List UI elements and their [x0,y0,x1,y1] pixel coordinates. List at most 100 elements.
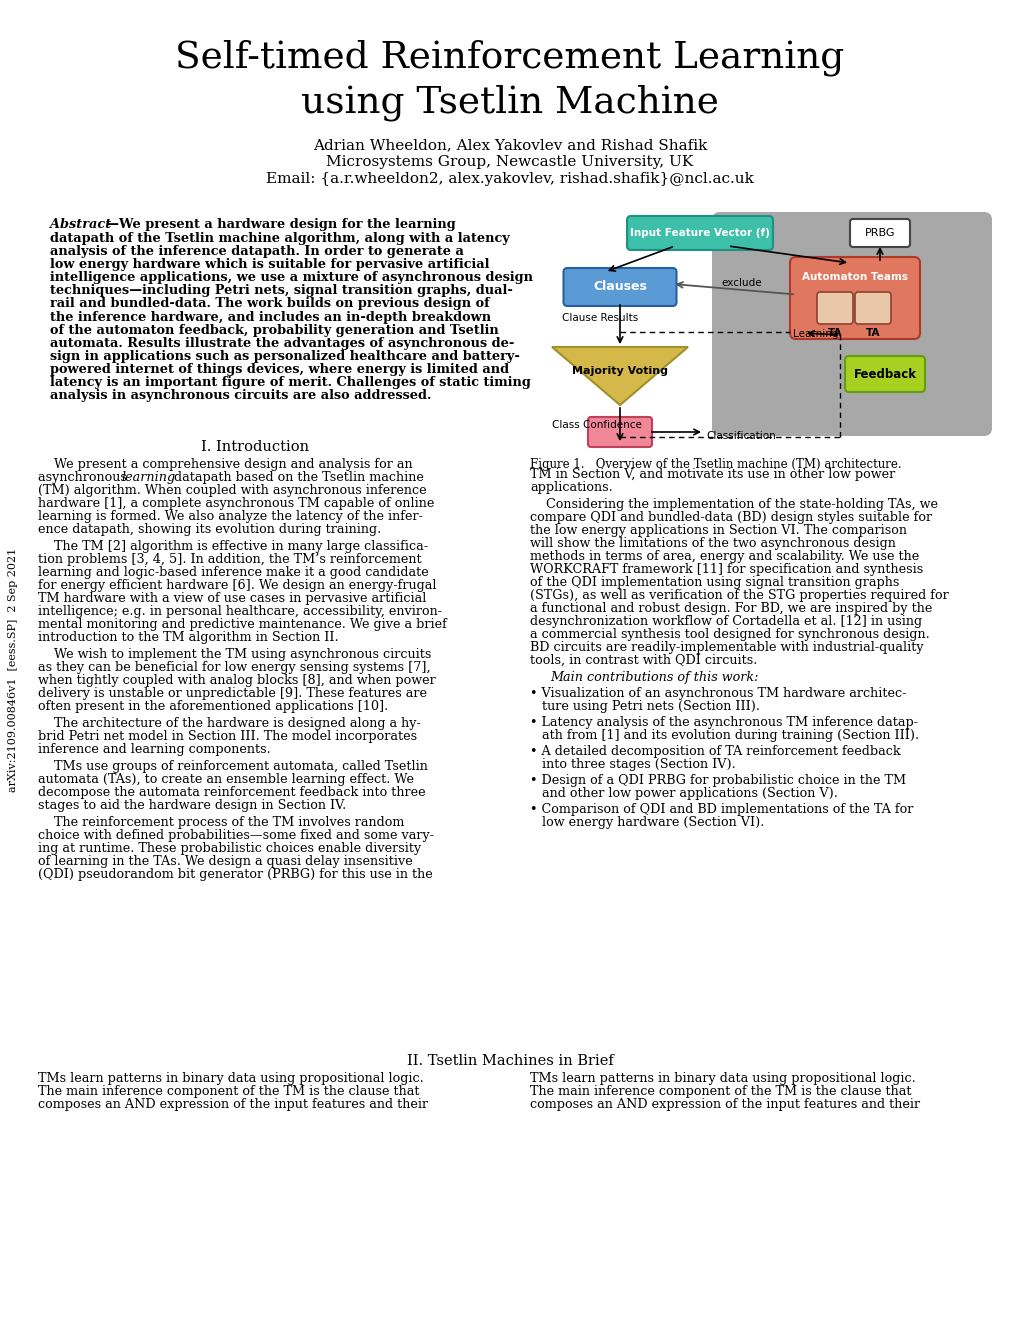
Text: often present in the aforementioned applications [10].: often present in the aforementioned appl… [38,700,388,713]
Text: I. Introduction: I. Introduction [201,440,309,454]
FancyBboxPatch shape [816,292,852,323]
Text: as they can be beneficial for low energy sensing systems [7],: as they can be beneficial for low energy… [38,661,430,675]
Text: TMs learn patterns in binary data using propositional logic.: TMs learn patterns in binary data using … [38,1072,423,1085]
Text: learning and logic-based inference make it a good candidate: learning and logic-based inference make … [38,566,428,579]
Text: methods in terms of area, energy and scalability. We use the: methods in terms of area, energy and sca… [530,550,918,564]
Text: datapath of the Tsetlin machine algorithm, along with a latency: datapath of the Tsetlin machine algorith… [50,232,510,246]
Text: Email: {a.r.wheeldon2, alex.yakovlev, rishad.shafik}@ncl.ac.uk: Email: {a.r.wheeldon2, alex.yakovlev, ri… [266,172,753,186]
Text: TM hardware with a view of use cases in pervasive artificial: TM hardware with a view of use cases in … [38,591,426,605]
Text: TMs learn patterns in binary data using propositional logic.: TMs learn patterns in binary data using … [530,1072,915,1085]
Text: decompose the automata reinforcement feedback into three: decompose the automata reinforcement fee… [38,785,425,799]
FancyBboxPatch shape [587,417,651,447]
Text: datapath based on the Tsetlin machine: datapath based on the Tsetlin machine [170,471,424,484]
Text: PRBG: PRBG [864,228,895,238]
Text: • Comparison of QDI and BD implementations of the TA for: • Comparison of QDI and BD implementatio… [530,803,912,816]
Text: learning is formed. We also analyze the latency of the infer-: learning is formed. We also analyze the … [38,510,423,523]
Text: the low energy applications in Section VI. The comparison: the low energy applications in Section V… [530,524,906,537]
Text: Microsystems Group, Newcastle University, UK: Microsystems Group, Newcastle University… [326,154,693,169]
Text: desynchronization workflow of Cortadella et al. [12] in using: desynchronization workflow of Cortadella… [530,615,921,628]
Text: tion problems [3, 4, 5]. In addition, the TM’s reinforcement: tion problems [3, 4, 5]. In addition, th… [38,553,421,566]
FancyBboxPatch shape [711,213,991,436]
Text: inference and learning components.: inference and learning components. [38,743,270,756]
Text: Automaton Teams: Automaton Teams [801,272,907,282]
Text: Clause Results: Clause Results [561,313,638,323]
Text: rail and bundled-data. The work builds on previous design of: rail and bundled-data. The work builds o… [50,297,489,310]
Text: The TM [2] algorithm is effective in many large classifica-: The TM [2] algorithm is effective in man… [38,540,428,553]
Text: sign in applications such as personalized healthcare and battery-: sign in applications such as personalize… [50,350,520,363]
FancyBboxPatch shape [562,268,676,306]
Text: intelligence; e.g. in personal healthcare, accessibility, environ-: intelligence; e.g. in personal healthcar… [38,605,441,618]
FancyBboxPatch shape [844,356,924,392]
Text: The main inference component of the TM is the clause that: The main inference component of the TM i… [38,1085,419,1098]
Text: Figure 1.   Overview of the Tsetlin machine (TM) architecture.: Figure 1. Overview of the Tsetlin machin… [530,458,901,471]
Text: will show the limitations of the two asynchronous design: will show the limitations of the two asy… [530,537,895,550]
Text: when tightly coupled with analog blocks [8], and when power: when tightly coupled with analog blocks … [38,675,435,686]
Text: of the automaton feedback, probability generation and Tsetlin: of the automaton feedback, probability g… [50,323,498,337]
FancyBboxPatch shape [849,219,909,247]
Text: • Latency analysis of the asynchronous TM inference datap-: • Latency analysis of the asynchronous T… [530,715,917,729]
Text: BD circuits are readily-implementable with industrial-quality: BD circuits are readily-implementable wi… [530,642,923,653]
Text: —We present a hardware design for the learning: —We present a hardware design for the le… [106,218,455,231]
Text: and other low power applications (Section V).: and other low power applications (Sectio… [530,787,837,800]
Text: asynchronous: asynchronous [38,471,130,484]
Text: Self-timed Reinforcement Learning: Self-timed Reinforcement Learning [175,40,844,77]
Text: applications.: applications. [530,480,612,494]
Text: low energy hardware which is suitable for pervasive artificial: low energy hardware which is suitable fo… [50,259,489,271]
FancyBboxPatch shape [627,216,772,249]
Text: Class Confidence: Class Confidence [551,420,641,430]
Text: Learning: Learning [792,329,838,339]
Text: The architecture of the hardware is designed along a hy-: The architecture of the hardware is desi… [38,717,421,730]
Text: for energy efficient hardware [6]. We design an energy-frugal: for energy efficient hardware [6]. We de… [38,579,436,591]
Text: composes an AND expression of the input features and their: composes an AND expression of the input … [530,1098,919,1111]
Text: Clauses: Clauses [592,281,646,293]
Text: II. Tsetlin Machines in Brief: II. Tsetlin Machines in Brief [407,1053,612,1068]
Text: automata (TAs), to create an ensemble learning effect. We: automata (TAs), to create an ensemble le… [38,774,414,785]
Text: introduction to the TM algorithm in Section II.: introduction to the TM algorithm in Sect… [38,631,338,644]
Text: low energy hardware (Section VI).: low energy hardware (Section VI). [530,816,763,829]
Text: Main contributions of this work:: Main contributions of this work: [549,671,758,684]
Text: into three stages (Section IV).: into three stages (Section IV). [530,758,735,771]
Text: stages to aid the hardware design in Section IV.: stages to aid the hardware design in Sec… [38,799,345,812]
Text: latency is an important figure of merit. Challenges of static timing: latency is an important figure of merit.… [50,376,530,389]
Text: a functional and robust design. For BD, we are inspired by the: a functional and robust design. For BD, … [530,602,931,615]
Text: arXiv:2109.00846v1  [eess.SP]  2 Sep 2021: arXiv:2109.00846v1 [eess.SP] 2 Sep 2021 [8,548,18,792]
Text: • A detailed decomposition of TA reinforcement feedback: • A detailed decomposition of TA reinfor… [530,744,900,758]
Text: (QDI) pseudorandom bit generator (PRBG) for this use in the: (QDI) pseudorandom bit generator (PRBG) … [38,869,432,880]
FancyBboxPatch shape [854,292,891,323]
Text: a commercial synthesis tool designed for synchronous design.: a commercial synthesis tool designed for… [530,628,929,642]
Text: using Tsetlin Machine: using Tsetlin Machine [301,84,718,121]
Text: TA: TA [827,327,842,338]
Text: powered internet of things devices, where energy is limited and: powered internet of things devices, wher… [50,363,508,376]
Text: exclude: exclude [721,279,761,288]
Text: techniques—including Petri nets, signal transition graphs, dual-: techniques—including Petri nets, signal … [50,284,513,297]
Text: Classification: Classification [705,432,775,441]
Text: Considering the implementation of the state-holding TAs, we: Considering the implementation of the st… [530,498,937,511]
Text: TMs use groups of reinforcement automata, called Tsetlin: TMs use groups of reinforcement automata… [38,760,427,774]
Text: the inference hardware, and includes an in-depth breakdown: the inference hardware, and includes an … [50,310,490,323]
Text: We present a comprehensive design and analysis for an: We present a comprehensive design and an… [38,458,413,471]
Text: of the QDI implementation using signal transition graphs: of the QDI implementation using signal t… [530,576,899,589]
Polygon shape [551,347,688,405]
Text: learning: learning [121,471,175,484]
Text: ture using Petri nets (Section III).: ture using Petri nets (Section III). [530,700,759,713]
FancyBboxPatch shape [790,257,919,339]
Text: Abstract: Abstract [50,218,111,231]
Text: composes an AND expression of the input features and their: composes an AND expression of the input … [38,1098,428,1111]
Text: TM in Section V, and motivate its use in other low power: TM in Section V, and motivate its use in… [530,469,895,480]
Text: ing at runtime. These probabilistic choices enable diversity: ing at runtime. These probabilistic choi… [38,842,421,855]
Text: Input Feature Vector (f): Input Feature Vector (f) [630,228,769,238]
Text: The reinforcement process of the TM involves random: The reinforcement process of the TM invo… [38,816,404,829]
Text: (TM) algorithm. When coupled with asynchronous inference: (TM) algorithm. When coupled with asynch… [38,484,426,498]
Text: hardware [1], a complete asynchronous TM capable of online: hardware [1], a complete asynchronous TM… [38,498,434,510]
Text: mental monitoring and predictive maintenance. We give a brief: mental monitoring and predictive mainten… [38,618,446,631]
Text: • Visualization of an asynchronous TM hardware architec-: • Visualization of an asynchronous TM ha… [530,686,906,700]
Text: We wish to implement the TM using asynchronous circuits: We wish to implement the TM using asynch… [38,648,431,661]
Text: Feedback: Feedback [853,367,916,380]
Text: Majority Voting: Majority Voting [572,366,667,376]
Text: Adrian Wheeldon, Alex Yakovlev and Rishad Shafik: Adrian Wheeldon, Alex Yakovlev and Risha… [313,139,706,152]
Text: brid Petri net model in Section III. The model incorporates: brid Petri net model in Section III. The… [38,730,417,743]
Text: • Design of a QDI PRBG for probabilistic choice in the TM: • Design of a QDI PRBG for probabilistic… [530,774,905,787]
Text: intelligence applications, we use a mixture of asynchronous design: intelligence applications, we use a mixt… [50,272,533,284]
Text: choice with defined probabilities—some fixed and some vary-: choice with defined probabilities—some f… [38,829,433,842]
Text: compare QDI and bundled-data (BD) design styles suitable for: compare QDI and bundled-data (BD) design… [530,511,931,524]
